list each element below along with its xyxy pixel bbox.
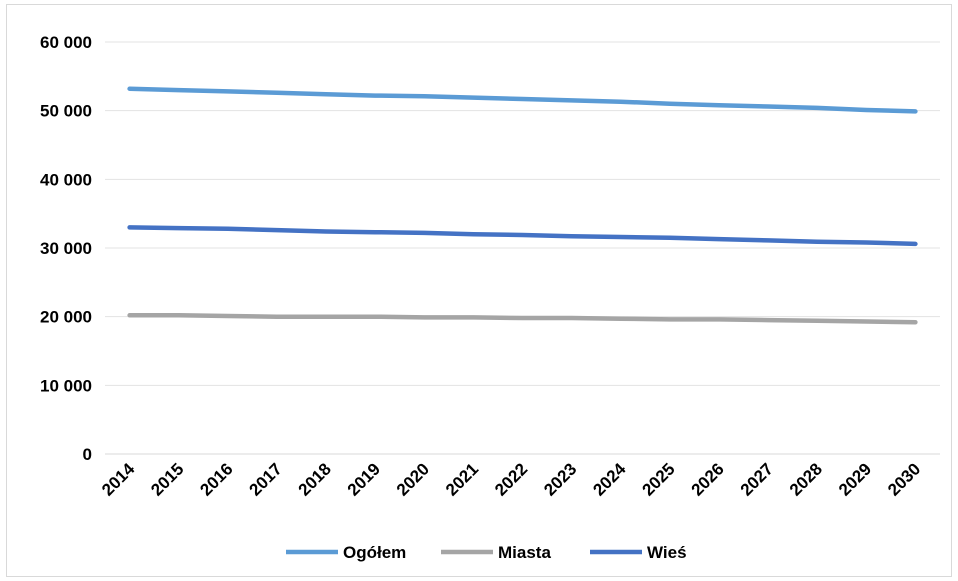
x-tick-label: 2026 [688,459,728,499]
series-lines [127,86,918,325]
x-tick-label: 2020 [393,459,433,499]
y-tick-label: 30 000 [40,239,92,258]
series-line-1 [127,86,918,114]
x-tick-label: 2024 [589,459,630,500]
y-tick-label: 0 [83,445,92,464]
y-tick-label: 40 000 [40,170,92,189]
series-line-3 [127,225,918,247]
x-tick-label: 2021 [442,459,482,499]
legend-label: Wieś [647,543,687,562]
y-tick-label: 20 000 [40,308,92,327]
legend-label: Miasta [498,543,551,562]
x-tick-label: 2029 [835,459,875,499]
x-axis-ticks: 2014 2015 2016 2017 2018 2019 2020 2021 2022 2023… [98,459,924,500]
x-tick-label: 2030 [884,459,924,499]
x-tick-label: 2019 [344,459,384,499]
gridlines [105,41,940,455]
x-tick-label: 2016 [196,459,236,499]
x-tick-label: 2025 [638,459,678,499]
legend: Ogółem Miasta Wieś [286,543,687,562]
x-tick-label: 2022 [491,459,531,499]
x-tick-label: 2014 [98,459,139,500]
legend-label: Ogółem [343,543,406,562]
y-tick-label: 50 000 [40,102,92,121]
y-axis-ticks: 0 10 000 20 000 30 000 40 000 50 000 60 000 [40,33,92,464]
series-line-2 [127,313,918,325]
x-tick-label: 2018 [295,459,335,499]
x-tick-label: 2027 [737,459,777,499]
y-tick-label: 60 000 [40,33,92,52]
x-tick-label: 2015 [147,459,187,499]
x-tick-label: 2023 [540,459,580,499]
y-tick-label: 10 000 [40,376,92,395]
x-tick-label: 2017 [246,459,286,499]
x-tick-label: 2028 [786,459,826,499]
